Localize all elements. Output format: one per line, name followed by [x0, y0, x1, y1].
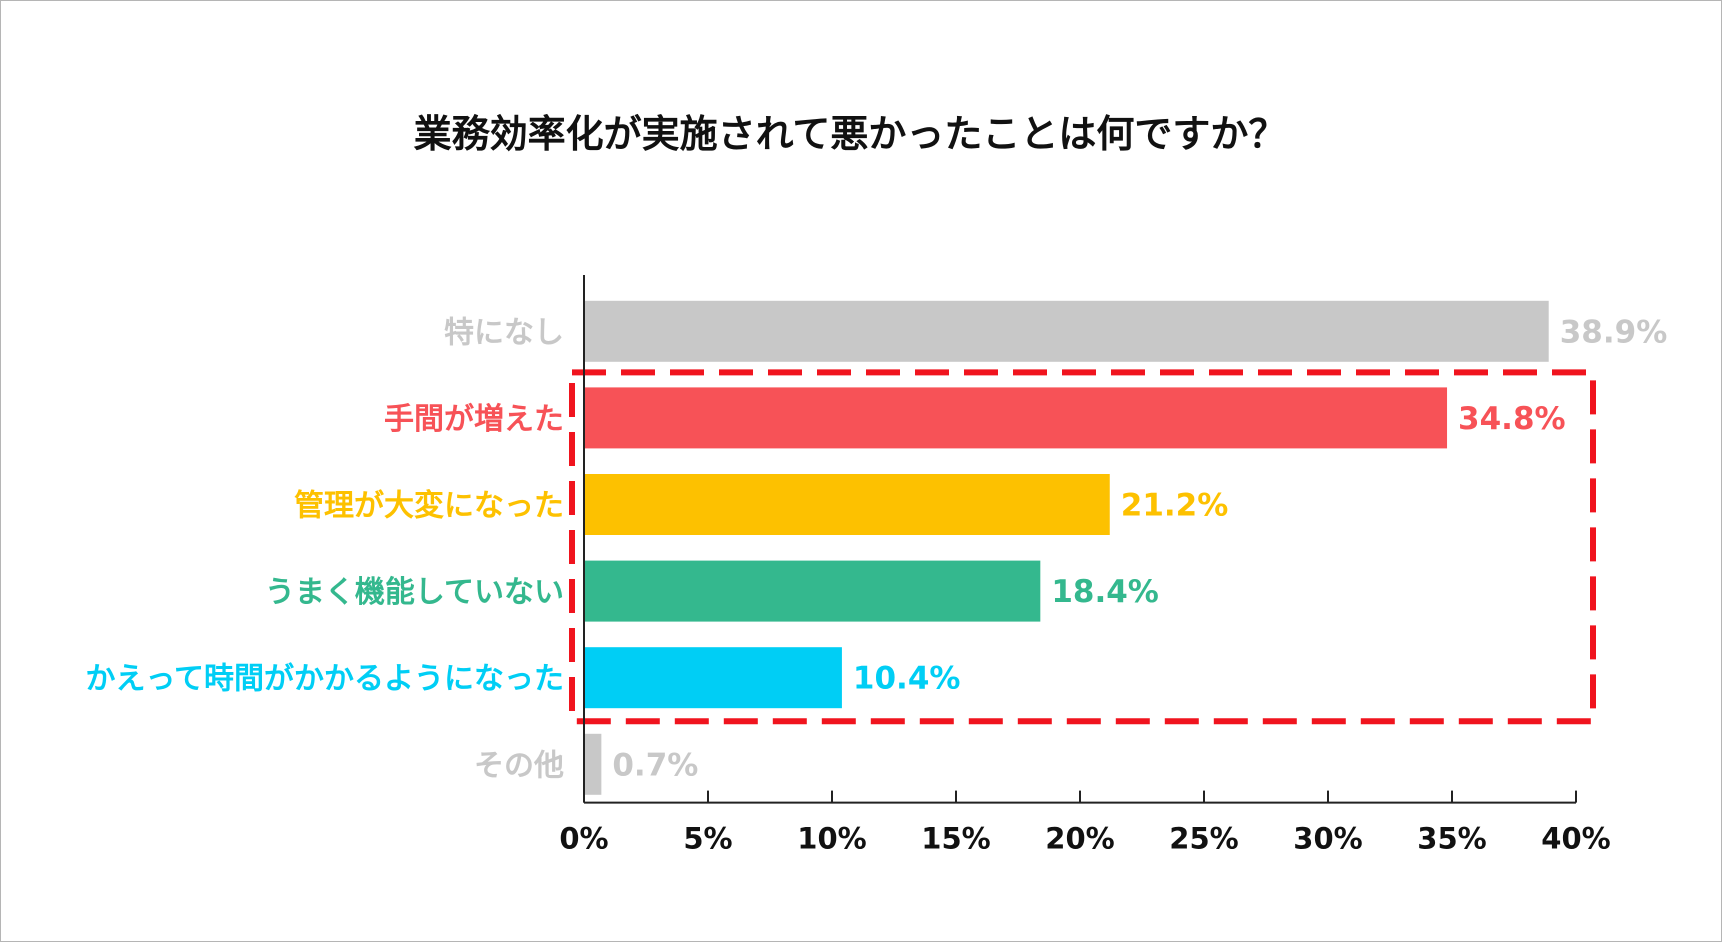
category-label: その他 — [474, 748, 564, 783]
axis-layer: 0% 5% 10% 15% 20% 25% 30% 35% 40% — [559, 275, 1611, 856]
x-tick-label: 20% — [1045, 822, 1114, 856]
x-tick-label: 30% — [1293, 822, 1362, 856]
x-tick-label: 25% — [1169, 822, 1238, 856]
highlight-dashed-box — [569, 369, 1596, 725]
chart-title: 業務効率化が実施されて悪かったことは何ですか？ — [414, 112, 1287, 156]
x-tick-label: 15% — [921, 822, 990, 856]
value-label: 10.4% — [853, 661, 961, 697]
x-tick-label: 40% — [1541, 822, 1610, 856]
bar — [584, 300, 1549, 362]
category-label: 手間が増えた — [384, 402, 564, 437]
value-label: 18.4% — [1051, 574, 1159, 610]
value-label: 0.7% — [612, 747, 698, 783]
category-label: 管理が大変になった — [294, 489, 564, 524]
value-label: 34.8% — [1458, 401, 1566, 437]
x-tick-label: 5% — [683, 822, 732, 856]
bar — [584, 733, 602, 795]
category-label: かえって時間がかかるようになった — [86, 662, 565, 697]
x-tick-label: 0% — [559, 822, 608, 856]
x-tick-label: 35% — [1417, 822, 1486, 856]
category-label: うまく機能していない — [265, 575, 564, 610]
highlight-layer — [569, 369, 1596, 725]
bars-layer: 38.9% 特になし 34.8% 手間が増えた 21.2% 管理が大変になった 18.4% う… — [86, 300, 1668, 795]
x-tick-label: 10% — [797, 822, 866, 856]
bar — [584, 560, 1041, 622]
value-label: 38.9% — [1560, 314, 1668, 350]
value-label: 21.2% — [1121, 488, 1229, 524]
category-label: 特になし — [444, 315, 564, 350]
bar — [584, 474, 1110, 535]
bar — [584, 387, 1448, 449]
bar — [584, 647, 842, 709]
